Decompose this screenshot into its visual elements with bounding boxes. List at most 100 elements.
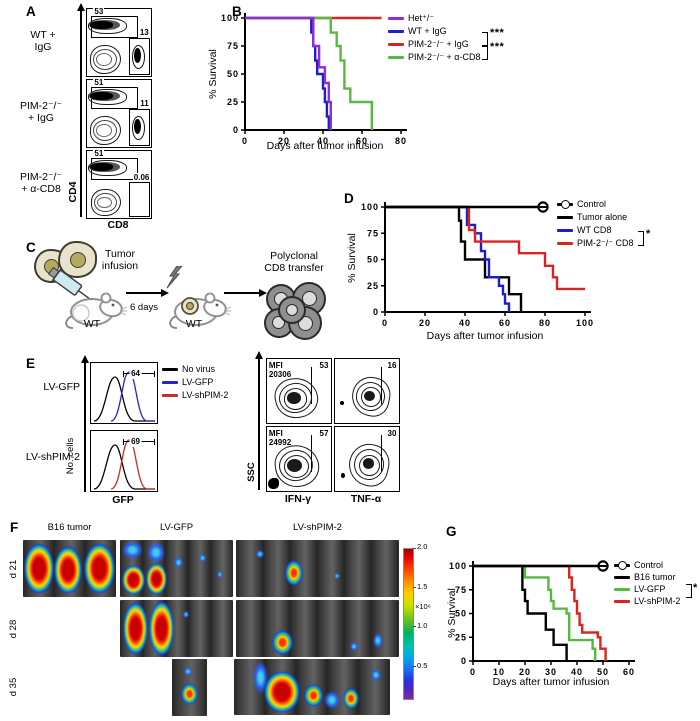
svg-text:80: 80 (395, 136, 407, 146)
legend-swatch (557, 216, 573, 219)
legend-swatch (557, 242, 573, 245)
svg-text:60: 60 (499, 318, 511, 328)
cd8-gate-value: 13 (138, 28, 150, 38)
mouse-icon (65, 292, 128, 329)
bioluminescence-image-lvgfp-d21 (120, 540, 233, 597)
legend-item: LV-shPIM-2 (162, 390, 228, 403)
chart-d-xlabel: Days after tumor infusion (426, 330, 544, 342)
svg-text:100: 100 (449, 561, 467, 571)
arrow-transfer (224, 289, 267, 297)
gfp-gate: 69 (122, 436, 156, 448)
hist-xlabel: GFP (112, 494, 134, 506)
cd4-gate-value: 51 (93, 78, 105, 87)
significance-bracket (482, 32, 488, 47)
flow-xlabel-tnfa: TNF-α (350, 493, 382, 505)
panel-a-x-axis-label: CD8 (107, 219, 129, 231)
lightning-icon (166, 266, 183, 289)
svg-text:0: 0 (373, 307, 379, 317)
significance-stars: *** (490, 27, 505, 39)
svg-text:50: 50 (455, 609, 467, 619)
cd8-gate (129, 37, 150, 76)
chart-g-legend: Control B16 tumor LV-GFP LV-shPIM-2 (614, 560, 680, 608)
bioluminescence-image-lvshpim2-d21 (236, 540, 399, 597)
bioluminescence-image-lvshpim2-d35 (234, 659, 390, 715)
chart-d-ylabel: % Survival (346, 233, 358, 283)
gfp-gate: 64 (122, 368, 156, 380)
significance-bracket (482, 45, 488, 60)
condition-label-wt-igg: WT + IgG (30, 29, 56, 53)
chart-d-legend: Control Tumor alone WT CD8 PIM-2⁻/⁻ CD8 (557, 199, 634, 251)
cd8-transfer-label: Polyclonal CD8 transfer (264, 250, 324, 274)
cd8-gate-value: 11 (139, 99, 150, 109)
gate-value: 53 (319, 360, 329, 370)
hist-row2-label: LV-shPIM-2 (25, 451, 80, 463)
colorbar-value: 1.0 (417, 621, 428, 630)
cd4-axis-arrow (77, 3, 85, 217)
gate-value: 16 (387, 360, 397, 370)
survival-chart-g: 0 10 20 30 40 50 60 0 25 50 75 100 (430, 555, 665, 697)
legend-item: No virus (162, 364, 228, 377)
cd4-gate-value: 51 (93, 149, 105, 158)
gfp-histogram-lvgfp: 64 (90, 362, 158, 424)
significance-bracket (686, 584, 692, 598)
mouse2-label: WT (185, 318, 203, 330)
interval-label: 6 days (130, 302, 158, 313)
flow-plot-pim2-acd8: 51 0.06 (86, 149, 152, 219)
flow-xlabel-ifng: IFN-γ (284, 493, 312, 505)
open-circle-marker (561, 200, 570, 209)
ssc-axis-arrow (255, 351, 263, 490)
svg-text:50: 50 (227, 69, 239, 79)
legend-swatch (162, 368, 178, 371)
legend-item: PIM-2⁻/⁻ CD8 (557, 238, 634, 251)
significance-stars: * (693, 582, 698, 594)
svg-text:0: 0 (470, 667, 476, 677)
legend-item: WT + IgG (388, 26, 480, 39)
survival-chart-d: 0 20 40 60 80 100 0 25 50 75 100 (340, 190, 600, 340)
svg-text:75: 75 (227, 41, 239, 51)
bioluminescence-image-b16-d21 (23, 540, 116, 597)
legend-item: LV-GFP (614, 584, 680, 596)
legend-item: PIM-2⁻/⁻ + IgG (388, 39, 480, 52)
legend-swatch (162, 381, 178, 384)
survival-chart-b: 0 20 40 60 80 0 25 50 75 100 (200, 0, 540, 160)
gfp-histogram-lvshpim2: 69 (90, 430, 158, 492)
legend-swatch (614, 576, 630, 579)
svg-text:10: 10 (493, 667, 505, 677)
legend-item: Tumor alone (557, 212, 634, 225)
svg-text:0: 0 (242, 136, 248, 146)
bioluminescence-image-lvgfp-d28 (120, 600, 233, 657)
svg-text:20: 20 (419, 318, 431, 328)
flow-plot-ifng-shpim2: MFI 24992 57 (266, 426, 332, 492)
hist-legend: No virus LV-GFP LV-shPIM-2 (162, 364, 228, 403)
legend-swatch (388, 30, 404, 33)
svg-text:40: 40 (317, 136, 329, 146)
legend-item: Control (614, 560, 680, 572)
svg-text:40: 40 (571, 667, 583, 677)
cd8-gate-value: 0.06 (132, 173, 151, 183)
cd8-gate (129, 108, 150, 147)
flow-plot-tnfa-shpim2: 30 (334, 426, 400, 492)
svg-text:60: 60 (356, 136, 368, 146)
chart-g-xlabel: Days after tumor infusion (492, 676, 610, 688)
column-header-lvshpim2: LV-shPIM-2 (293, 522, 342, 533)
legend-item: LV-shPIM-2 (614, 596, 680, 608)
mouse-tumor-icon (169, 292, 232, 329)
intensity-colorbar (403, 548, 414, 700)
row-label-d21: d 21 (8, 559, 19, 579)
legend-swatch (614, 600, 630, 603)
svg-text:30: 30 (545, 667, 557, 677)
panel-c-label: C (26, 240, 36, 255)
gate-value: 57 (319, 428, 329, 438)
mouse1-label: WT (83, 318, 101, 330)
legend-item: B16 tumor (614, 572, 680, 584)
chart-b-legend: Het⁺/⁻ WT + IgG PIM-2⁻/⁻ + IgG PIM-2⁻/⁻ … (388, 13, 480, 65)
svg-text:20: 20 (278, 136, 290, 146)
legend-item: Het⁺/⁻ (388, 13, 480, 26)
svg-text:0: 0 (233, 125, 239, 135)
colorbar-value: 1.5 (417, 582, 428, 591)
row-label-d28: d 28 (8, 619, 19, 639)
gate-line (311, 367, 313, 405)
legend-swatch (557, 229, 573, 232)
tumor-infusion-label: Tumor infusion (101, 248, 139, 272)
cd8-cells-icon (264, 282, 328, 340)
